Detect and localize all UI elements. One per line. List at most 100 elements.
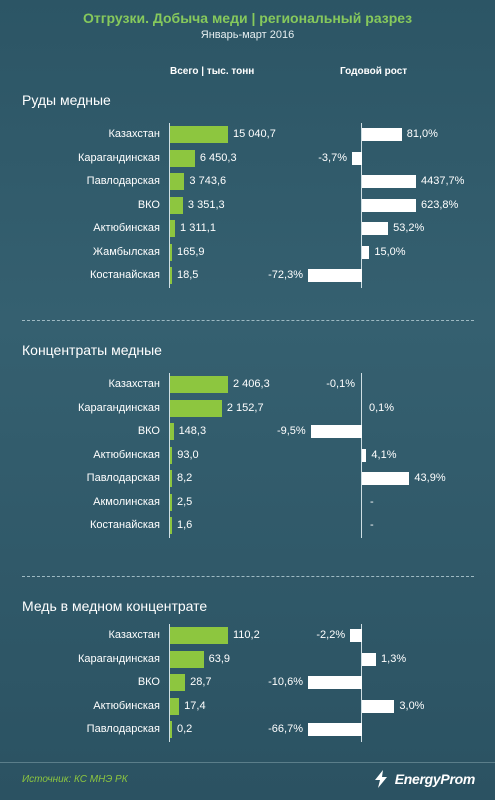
total-value-label: 110,2 — [233, 629, 260, 641]
table-row: Акмолинская 2,5 - — [0, 493, 495, 513]
growth-bar — [362, 472, 410, 485]
table-row: Казахстан 15 040,7 81,0% — [0, 125, 495, 145]
table-row: Актюбинская 93,0 4,1% — [0, 446, 495, 466]
growth-value-label: 43,9% — [414, 472, 446, 484]
total-bar — [170, 196, 183, 214]
table-row: ВКО 3 351,3 623,8% — [0, 196, 495, 216]
table-row: Актюбинская 17,4 3,0% — [0, 697, 495, 717]
total-value-label: 15 040,7 — [233, 128, 276, 140]
growth-bar — [362, 652, 377, 666]
table-row: Павлодарская 0,2 -66,7% — [0, 720, 495, 740]
table-row: Костанайская 18,5 -72,3% — [0, 266, 495, 286]
growth-value-label: -2,2% — [316, 629, 346, 641]
total-value-label: 2 406,3 — [233, 378, 270, 390]
growth-bar — [308, 676, 362, 689]
growth-bar — [362, 222, 389, 235]
table-row: Павлодарская 8,2 43,9% — [0, 469, 495, 489]
growth-value-label: 53,2% — [393, 222, 425, 234]
source-note: Источник: КС МНЭ РК — [22, 774, 128, 785]
growth-column-header: Годовой рост — [340, 66, 408, 77]
growth-value-label: -3,7% — [318, 151, 348, 164]
table-row: Карагандинская 2 152,7 0,1% — [0, 399, 495, 419]
growth-value-label: - — [370, 495, 374, 508]
total-value-label: 28,7 — [190, 676, 212, 688]
growth-bar — [362, 175, 416, 188]
region-label: ВКО — [137, 676, 160, 688]
growth-axis-line — [361, 373, 362, 538]
region-label: Казахстан — [108, 128, 160, 140]
total-value-label: 3 743,6 — [189, 175, 227, 187]
total-axis-line — [169, 624, 170, 742]
section-title: Концентраты медные — [22, 342, 162, 358]
total-bar — [170, 446, 173, 464]
total-bar — [170, 220, 176, 237]
total-bar — [170, 149, 195, 167]
chart-title: Отгрузки. Добыча меди | региональный раз… — [82, 10, 413, 26]
growth-bar — [362, 699, 395, 713]
table-row: ВКО 148,3 -9,5% — [0, 422, 495, 442]
footer-divider — [0, 762, 495, 763]
region-label: Павлодарская — [86, 472, 160, 484]
total-value-label: 17,4 — [184, 699, 206, 712]
total-axis-line — [169, 123, 170, 288]
total-axis-line — [169, 373, 170, 538]
growth-value-label: 623,8% — [421, 198, 459, 211]
region-label: Актюбинская — [93, 222, 160, 234]
total-value-label: 1 311,1 — [180, 222, 216, 234]
total-bar — [170, 173, 185, 190]
total-bar — [170, 423, 174, 440]
table-row: Карагандинская 63,9 1,3% — [0, 650, 495, 670]
region-label: Казахстан — [108, 378, 160, 390]
total-bar — [170, 517, 172, 534]
growth-bar — [350, 629, 362, 642]
table-row: Костанайская 1,6 - — [0, 516, 495, 536]
table-row: Карагандинская 6 450,3 -3,7% — [0, 149, 495, 169]
region-label: Костанайская — [89, 519, 160, 531]
table-row: Жамбылская 165,9 15,0% — [0, 243, 495, 263]
table-row: Актюбинская 1 311,1 53,2% — [0, 219, 495, 239]
lightning-icon — [374, 770, 387, 788]
region-label: Карагандинская — [78, 652, 160, 665]
total-value-label: 2 152,7 — [226, 401, 264, 414]
table-row: Казахстан 2 406,3 -0,1% — [0, 375, 495, 395]
growth-bar — [352, 151, 362, 165]
growth-value-label: 15,0% — [374, 245, 406, 258]
total-bar — [170, 376, 228, 393]
section-title: Руды медные — [22, 92, 111, 108]
growth-bar — [310, 425, 362, 438]
growth-value-label: -9,5% — [276, 425, 306, 437]
growth-value-label: -10,6% — [268, 676, 303, 688]
growth-value-label: -0,1% — [326, 378, 355, 390]
growth-bar — [362, 448, 367, 462]
region-label: Карагандинская — [78, 401, 160, 414]
total-value-label: 6 450,3 — [199, 151, 237, 164]
region-label: Акмолинская — [93, 495, 160, 508]
growth-axis-line — [361, 123, 362, 288]
growth-bar — [308, 269, 362, 282]
total-bar — [170, 126, 228, 143]
region-label: Костанайская — [89, 269, 160, 281]
total-value-label: 3 351,3 — [187, 198, 225, 211]
total-bar — [170, 650, 204, 668]
region-label: Актюбинская — [93, 448, 160, 461]
energyprom-logo: EnergyProm — [371, 766, 475, 792]
region-label: Жамбылская — [92, 245, 160, 258]
growth-value-label: 3,0% — [399, 699, 425, 712]
region-label: ВКО — [137, 425, 160, 437]
region-label: ВКО — [137, 198, 160, 211]
growth-value-label: - — [370, 519, 374, 531]
section-divider — [22, 320, 474, 321]
total-value-label: 165,9 — [177, 245, 205, 258]
total-bar — [170, 674, 186, 691]
total-bar — [170, 399, 222, 417]
total-value-label: 1,6 — [177, 519, 193, 531]
total-value-label: 93,0 — [177, 448, 199, 461]
total-value-label: 0,2 — [177, 723, 193, 735]
growth-value-label: 81,0% — [406, 128, 438, 140]
total-column-header: Всего | тыс. тонн — [170, 66, 255, 77]
growth-bar — [362, 128, 402, 141]
growth-value-label: -72,3% — [268, 269, 303, 281]
growth-value-label: 4437,7% — [421, 175, 465, 187]
growth-value-label: 4,1% — [371, 448, 397, 461]
